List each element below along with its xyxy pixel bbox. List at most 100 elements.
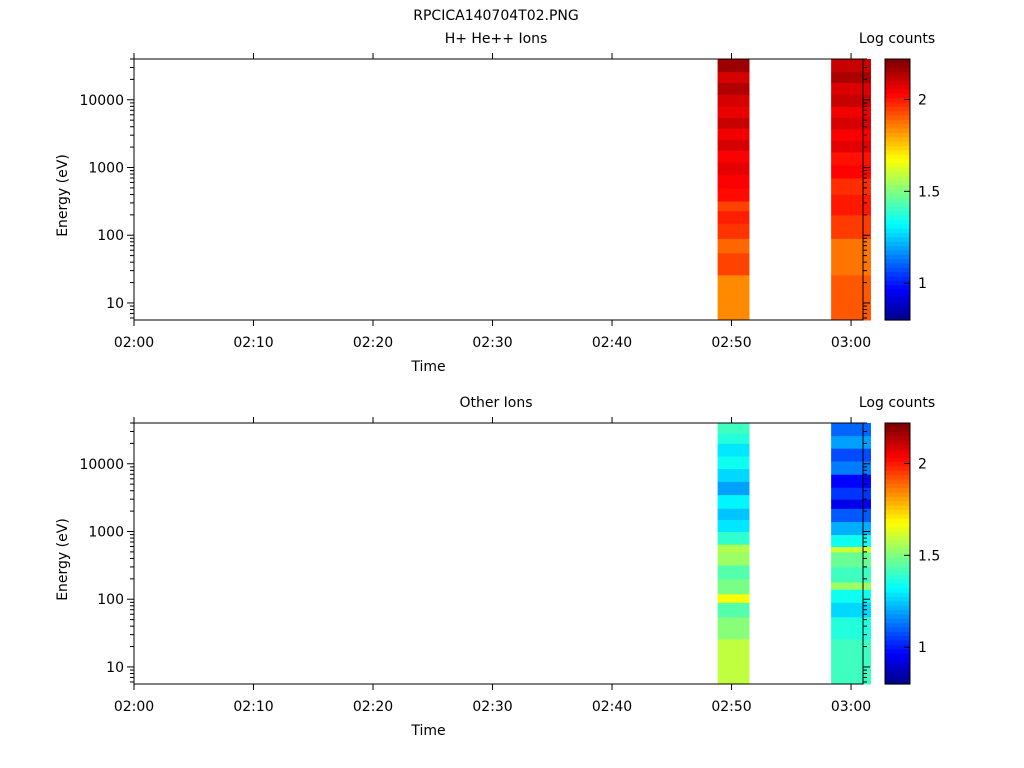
colorbar-segment: [885, 636, 910, 642]
colorbar-segment: [885, 457, 910, 463]
heatmap-cell: [831, 521, 871, 536]
heatmap-cell: [717, 433, 750, 444]
colorbar-segment: [885, 132, 910, 138]
x-axis-label: Time: [410, 359, 445, 375]
x-tick-label: 02:00: [114, 335, 154, 351]
colorbar-segment: [885, 544, 910, 550]
heatmap-cell: [831, 551, 871, 568]
heatmap-cell: [831, 581, 871, 590]
heatmap-cell: [831, 129, 871, 142]
colorbar-segment: [885, 228, 910, 234]
panel-1: H+ He++ Ions 02:00 02:10 02:20 02:30 02:40 02:…: [55, 31, 940, 375]
colorbar-tick-label: 2: [918, 92, 927, 108]
colorbar-segment: [885, 605, 910, 611]
y-tick-label: 10000: [79, 93, 124, 109]
colorbar-segment: [885, 527, 910, 533]
colorbar-segment: [885, 601, 910, 607]
heatmap-cell: [717, 128, 750, 140]
colorbar-segment: [885, 246, 910, 251]
heatmap-cell: [717, 531, 750, 545]
colorbar-segment: [885, 185, 910, 191]
y-tick-label: 1000: [88, 160, 124, 176]
heatmap-cell: [831, 164, 871, 179]
heatmap-cell: [717, 117, 750, 129]
heatmap-cell: [717, 150, 750, 163]
colorbar-segment: [885, 128, 910, 134]
heatmap-cell: [831, 238, 871, 276]
colorbar-segment: [885, 549, 910, 555]
colorbar-segment: [885, 141, 910, 147]
colorbar-segment: [885, 115, 910, 121]
heatmap-cell: [717, 443, 750, 457]
colorbar-segment: [885, 427, 910, 433]
heatmap-cell: [717, 59, 750, 73]
colorbar-segment: [885, 215, 910, 221]
heatmap-cell: [717, 519, 750, 532]
colorbar-segment: [885, 63, 910, 69]
colorbar-segment: [885, 289, 910, 295]
colorbar-segment: [885, 475, 910, 481]
heatmap-cell: [831, 82, 871, 95]
x-tick-label: 02:30: [472, 335, 512, 351]
heatmap-cell: [717, 82, 750, 95]
heatmap-cell: [831, 71, 871, 83]
colorbar-segment: [885, 666, 910, 672]
colorbar-segment: [885, 176, 910, 182]
heatmap-cell: [717, 638, 750, 685]
colorbar-segment: [885, 514, 910, 520]
colorbar-segment: [885, 198, 910, 204]
colorbar-segment: [885, 501, 910, 507]
colorbar-segment: [885, 146, 910, 151]
panel-title: Other Ions: [459, 395, 532, 411]
heatmap-cell: [717, 544, 750, 553]
heatmap-cell: [717, 551, 750, 566]
colorbar-segment: [885, 193, 910, 199]
heatmap-cell: [831, 140, 871, 153]
x-tick-label: 02:20: [353, 699, 393, 715]
colorbar-segment: [885, 618, 910, 624]
colorbar-segment: [885, 462, 910, 468]
heatmap-cell: [717, 616, 750, 640]
heatmap-cell: [831, 423, 871, 437]
colorbar-segment: [885, 254, 910, 260]
colorbar-segment: [885, 72, 910, 77]
x-axis-label: Time: [410, 723, 445, 739]
colorbar-segment: [885, 98, 910, 104]
colorbar-segment: [885, 623, 910, 629]
colorbar-segment: [885, 496, 910, 502]
colorbar-segment: [885, 614, 910, 620]
heatmap-cell: [717, 139, 750, 151]
colorbar-segment: [885, 280, 910, 286]
colorbar-segment: [885, 298, 910, 304]
colorbar-segment: [885, 483, 910, 489]
colorbar-segment: [885, 553, 910, 559]
heatmap-cell: [831, 474, 871, 488]
colorbar-tick-label: 1.5: [918, 184, 940, 200]
colorbar-frame: [884, 58, 911, 321]
colorbar-segment: [885, 106, 910, 112]
heatmap-cell: [717, 187, 750, 202]
heatmap-cell: [717, 223, 750, 239]
x-tick-label: 02:10: [233, 335, 273, 351]
heatmap-cell: [831, 177, 871, 195]
heatmap-cell: [717, 174, 750, 189]
heatmap-cell: [717, 494, 750, 509]
colorbar-segment: [885, 159, 910, 164]
colorbar-segment: [885, 431, 910, 437]
heatmap-cell: [831, 214, 871, 239]
y-tick-label: 10: [106, 660, 124, 676]
y-tick-label: 10000: [79, 457, 124, 473]
heatmap-cell: [831, 534, 871, 548]
heatmap-cell: [717, 423, 750, 434]
colorbar-segment: [885, 276, 910, 282]
colorbar-segment: [885, 570, 910, 576]
colorbar-segment: [885, 453, 910, 459]
colorbar-segment: [885, 250, 910, 256]
colorbar-segment: [885, 505, 910, 511]
colorbar-segment: [885, 640, 910, 646]
colorbar-segment: [885, 285, 910, 291]
x-tick-label: 03:00: [831, 699, 871, 715]
colorbar-label: Log counts: [859, 395, 935, 411]
colorbar-segment: [885, 653, 910, 659]
